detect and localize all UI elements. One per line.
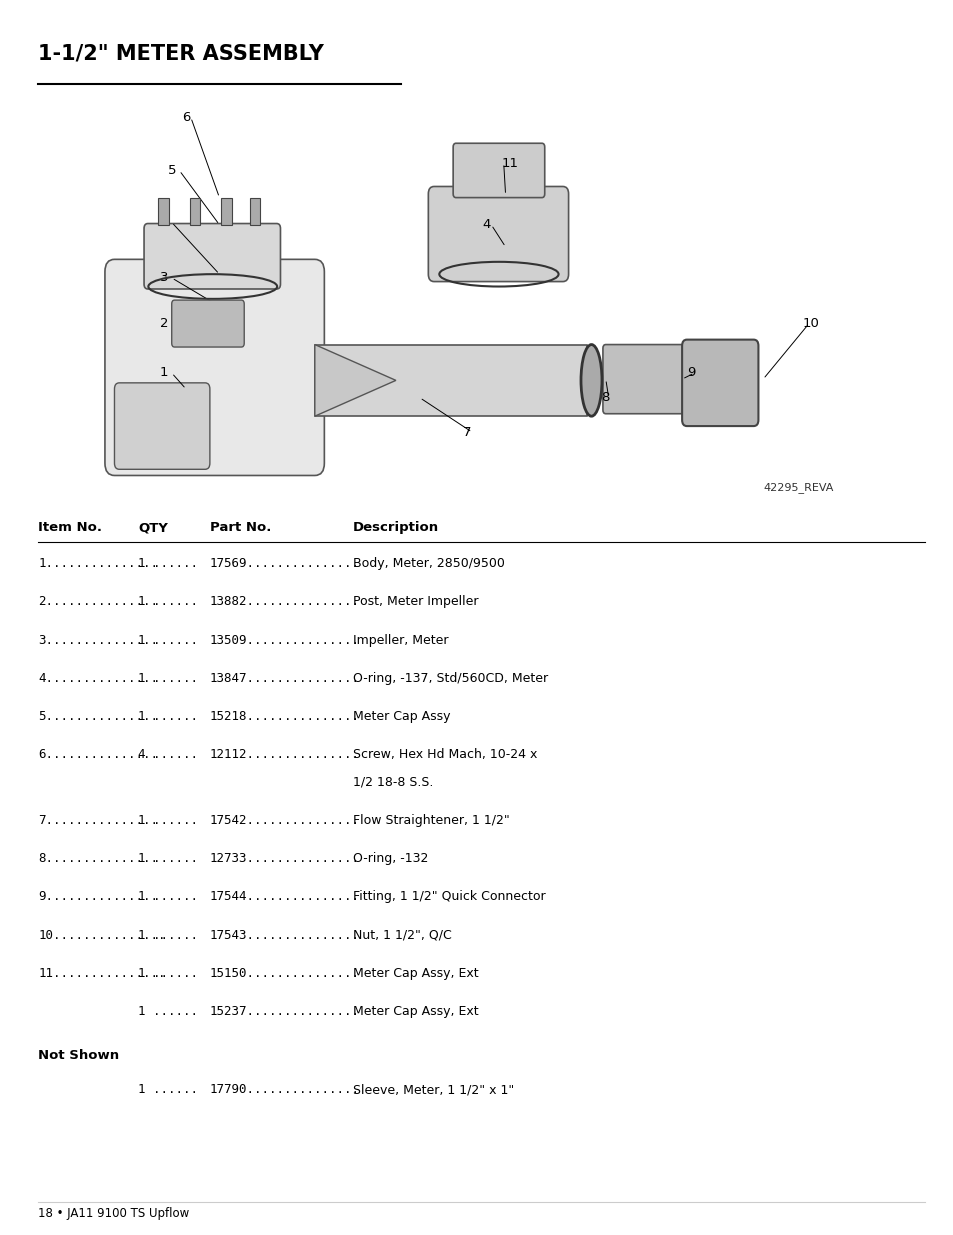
FancyBboxPatch shape xyxy=(144,224,280,289)
Text: 15150...............: 15150............... xyxy=(210,967,359,981)
Text: 1 ......: 1 ...... xyxy=(138,595,198,609)
Text: Body, Meter, 2850/9500: Body, Meter, 2850/9500 xyxy=(353,557,504,571)
Text: 12733...............: 12733............... xyxy=(210,852,359,866)
Text: Flow Straightener, 1 1/2": Flow Straightener, 1 1/2" xyxy=(353,814,509,827)
Text: 11...............: 11............... xyxy=(38,967,166,981)
Text: QTY: QTY xyxy=(138,521,168,535)
Text: 17544...............: 17544............... xyxy=(210,890,359,904)
Text: 17790...............: 17790............... xyxy=(210,1083,359,1097)
Text: 1 ......: 1 ...... xyxy=(138,929,198,942)
Text: 8: 8 xyxy=(601,391,609,404)
Text: Meter Cap Assy, Ext: Meter Cap Assy, Ext xyxy=(353,967,478,981)
Text: O-ring, -137, Std/560CD, Meter: O-ring, -137, Std/560CD, Meter xyxy=(353,672,548,685)
Text: 15218...............: 15218............... xyxy=(210,710,359,724)
Text: Meter Cap Assy: Meter Cap Assy xyxy=(353,710,450,724)
Text: Item No.: Item No. xyxy=(38,521,102,535)
FancyBboxPatch shape xyxy=(681,340,758,426)
Text: 13509...............: 13509............... xyxy=(210,634,359,647)
FancyBboxPatch shape xyxy=(114,383,210,469)
Polygon shape xyxy=(314,345,395,416)
Text: 2...............: 2............... xyxy=(38,595,158,609)
Text: 5...............: 5............... xyxy=(38,710,158,724)
FancyBboxPatch shape xyxy=(428,186,568,282)
Text: 4...............: 4............... xyxy=(38,672,158,685)
Text: 18 • JA11 9100 TS Upflow: 18 • JA11 9100 TS Upflow xyxy=(38,1207,190,1220)
Text: 11: 11 xyxy=(501,157,518,169)
FancyBboxPatch shape xyxy=(172,300,244,347)
Text: 1 ......: 1 ...... xyxy=(138,710,198,724)
FancyBboxPatch shape xyxy=(602,345,684,414)
FancyBboxPatch shape xyxy=(105,259,324,475)
Text: Not Shown: Not Shown xyxy=(38,1049,119,1062)
Text: Screw, Hex Hd Mach, 10-24 x: Screw, Hex Hd Mach, 10-24 x xyxy=(353,748,537,762)
Text: Nut, 1 1/2", Q/C: Nut, 1 1/2", Q/C xyxy=(353,929,452,942)
Text: 15237...............: 15237............... xyxy=(210,1005,359,1019)
Text: 17543...............: 17543............... xyxy=(210,929,359,942)
Text: 17569...............: 17569............... xyxy=(210,557,359,571)
Text: 1 ......: 1 ...... xyxy=(138,557,198,571)
Text: O-ring, -132: O-ring, -132 xyxy=(353,852,428,866)
Text: 4 ......: 4 ...... xyxy=(138,748,198,762)
Text: 17542...............: 17542............... xyxy=(210,814,359,827)
Text: 4: 4 xyxy=(482,219,490,231)
Text: Post, Meter Impeller: Post, Meter Impeller xyxy=(353,595,478,609)
Text: 1 ......: 1 ...... xyxy=(138,852,198,866)
Bar xyxy=(190,198,200,225)
Text: 8...............: 8............... xyxy=(38,852,158,866)
Text: 13847...............: 13847............... xyxy=(210,672,359,685)
Text: Description: Description xyxy=(353,521,438,535)
Bar xyxy=(158,198,169,225)
Text: 9...............: 9............... xyxy=(38,890,158,904)
Text: 6...............: 6............... xyxy=(38,748,158,762)
Text: 1 ......: 1 ...... xyxy=(138,672,198,685)
Bar xyxy=(250,198,260,225)
Text: 7: 7 xyxy=(463,426,471,438)
Text: 1 ......: 1 ...... xyxy=(138,1005,198,1019)
Text: 1/2 18-8 S.S.: 1/2 18-8 S.S. xyxy=(353,776,433,789)
Ellipse shape xyxy=(580,345,601,416)
Text: 10: 10 xyxy=(801,317,819,330)
Text: Fitting, 1 1/2" Quick Connector: Fitting, 1 1/2" Quick Connector xyxy=(353,890,545,904)
Text: Part No.: Part No. xyxy=(210,521,271,535)
Text: 1 ......: 1 ...... xyxy=(138,1083,198,1097)
Text: 4: 4 xyxy=(160,216,168,228)
Text: 3: 3 xyxy=(160,272,168,284)
Bar xyxy=(314,345,586,416)
Text: 5: 5 xyxy=(168,164,175,177)
Text: 42295_REVA: 42295_REVA xyxy=(762,483,833,493)
Text: Sleeve, Meter, 1 1/2" x 1": Sleeve, Meter, 1 1/2" x 1" xyxy=(353,1083,514,1097)
FancyBboxPatch shape xyxy=(453,143,544,198)
Text: 1...............: 1............... xyxy=(38,557,158,571)
Text: 9: 9 xyxy=(687,367,695,379)
Bar xyxy=(221,198,232,225)
Text: 3...............: 3............... xyxy=(38,634,158,647)
Text: 13882...............: 13882............... xyxy=(210,595,359,609)
Text: 1: 1 xyxy=(160,367,168,379)
Text: 1 ......: 1 ...... xyxy=(138,890,198,904)
Text: 1 ......: 1 ...... xyxy=(138,634,198,647)
Text: 1 ......: 1 ...... xyxy=(138,967,198,981)
Text: Impeller, Meter: Impeller, Meter xyxy=(353,634,448,647)
Text: 1 ......: 1 ...... xyxy=(138,814,198,827)
Text: 1-1/2" METER ASSEMBLY: 1-1/2" METER ASSEMBLY xyxy=(38,43,324,63)
Text: 10...............: 10............... xyxy=(38,929,166,942)
Text: 7...............: 7............... xyxy=(38,814,158,827)
Text: 2: 2 xyxy=(160,317,168,330)
Text: 12112...............: 12112............... xyxy=(210,748,359,762)
Text: Meter Cap Assy, Ext: Meter Cap Assy, Ext xyxy=(353,1005,478,1019)
Text: 6: 6 xyxy=(182,111,190,124)
